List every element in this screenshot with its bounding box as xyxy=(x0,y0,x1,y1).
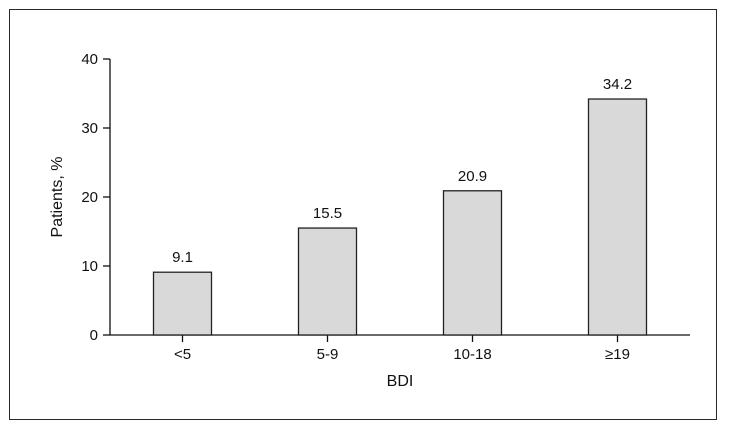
y-axis: 0 10 20 30 40 xyxy=(81,51,111,344)
y-tick-label: 30 xyxy=(81,120,98,137)
x-axis: <5 5-9 10-18 ≥19 xyxy=(110,334,690,363)
data-label: 20.9 xyxy=(458,168,487,185)
data-label: 15.5 xyxy=(313,205,342,222)
bar xyxy=(297,227,358,336)
data-label: 9.1 xyxy=(172,249,193,266)
x-tick-label: ≥19 xyxy=(605,346,630,363)
y-tick-label: 20 xyxy=(81,189,98,206)
bar xyxy=(152,271,213,336)
y-tick-label: 0 xyxy=(90,327,98,344)
data-labels: 9.1 15.5 20.9 34.2 xyxy=(172,76,632,266)
x-tick-label: 10-18 xyxy=(453,346,491,363)
data-label: 34.2 xyxy=(603,76,632,93)
x-tick-label: 5-9 xyxy=(317,346,339,363)
y-tick-label: 40 xyxy=(81,51,98,68)
x-axis-title: BDI xyxy=(387,373,414,390)
bar xyxy=(442,190,503,336)
y-axis-title: Patients, % xyxy=(49,157,66,238)
x-tick-label: <5 xyxy=(174,346,191,363)
y-tick-label: 10 xyxy=(81,258,98,275)
bars xyxy=(152,98,648,336)
bar xyxy=(587,98,648,336)
